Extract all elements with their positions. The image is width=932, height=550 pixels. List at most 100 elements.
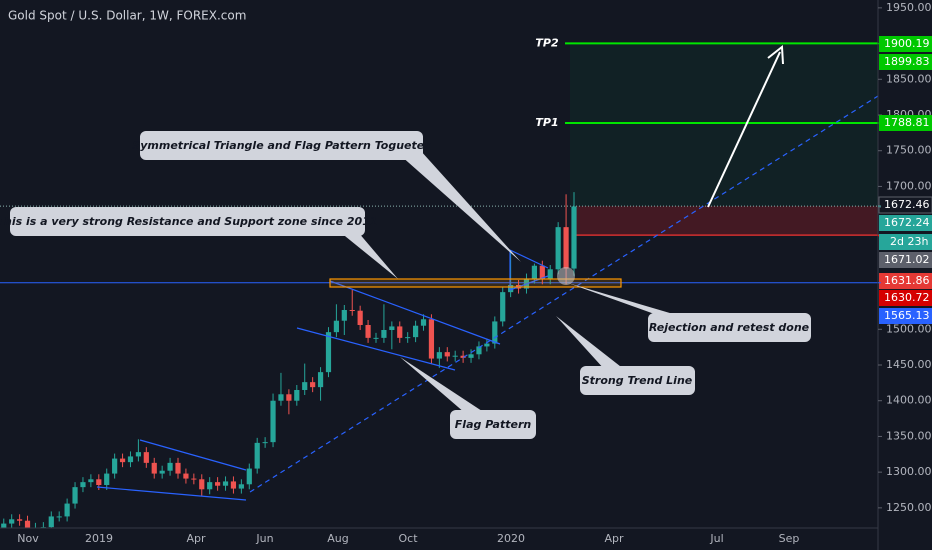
- y-tick-label: 1950.00: [886, 1, 932, 14]
- candle-body: [365, 325, 371, 338]
- callout-text: Rejection and retest done: [649, 321, 810, 334]
- chart-title: Gold Spot / U.S. Dollar, 1W, FOREX.com: [8, 9, 246, 23]
- candle-body: [420, 319, 427, 326]
- flag-line: [329, 280, 501, 345]
- callout: [140, 131, 423, 160]
- x-tick-label: Jun: [255, 532, 273, 545]
- candle-body: [119, 458, 126, 463]
- zones: [0, 42, 878, 284]
- target-label: TP2: [535, 36, 559, 49]
- x-tick-label: Nov: [17, 532, 39, 545]
- candle-body: [349, 310, 355, 311]
- callout-text: Flag Pattern: [455, 418, 532, 431]
- callout: [580, 366, 695, 395]
- candle-body: [389, 326, 395, 330]
- y-tick-label: 1300.00: [886, 465, 932, 478]
- candle-body: [476, 346, 482, 355]
- candle-body: [492, 321, 498, 344]
- price-label: 1630.72: [884, 291, 930, 304]
- price-label: 1900.19: [884, 37, 930, 50]
- x-tick-label: 2019: [85, 532, 113, 545]
- callout: [450, 410, 536, 439]
- candle-body: [199, 479, 205, 490]
- axes: 1250.00 1300.00 1350.00 1400.00 1450.00 1500.…: [17, 1, 932, 545]
- candle-body: [571, 206, 577, 269]
- y-tick-label: 1350.00: [886, 429, 932, 442]
- sr-zone: [329, 278, 622, 288]
- flag-line: [296, 327, 456, 371]
- x-tick-label: Sep: [779, 532, 800, 545]
- candle-body: [317, 372, 324, 388]
- candle-body: [88, 479, 94, 483]
- candle-body: [531, 265, 537, 279]
- price-label: 1788.81: [884, 116, 930, 129]
- candle-body: [357, 310, 363, 325]
- candle-body: [17, 519, 23, 521]
- candle-body: [278, 394, 284, 401]
- pattern-line: [139, 439, 247, 471]
- y-tick-label: 1850.00: [886, 72, 932, 85]
- price-label-bg: [879, 308, 932, 324]
- retest-marker: [557, 267, 575, 285]
- candle-body: [24, 520, 31, 528]
- candle-body: [183, 473, 189, 479]
- countdown-bg: [879, 234, 932, 250]
- candle-body: [72, 487, 78, 504]
- x-tick-label: Apr: [604, 532, 624, 545]
- target-zone: [570, 43, 878, 207]
- price-label: 1672.46: [884, 198, 930, 211]
- candle-body: [96, 479, 102, 485]
- candle-body: [222, 481, 229, 486]
- price-label: 1671.02: [884, 253, 930, 266]
- price-label-bg: [879, 215, 932, 231]
- candle-body: [302, 382, 308, 390]
- countdown: 2d 23h: [890, 235, 928, 248]
- price-label-bg: [879, 36, 932, 52]
- y-tick-label: 1500.00: [886, 322, 932, 335]
- candle-body: [127, 456, 134, 463]
- candle-body: [167, 462, 173, 471]
- candle-body: [405, 337, 411, 339]
- candle-body: [270, 400, 276, 443]
- candle-body: [246, 468, 252, 485]
- candle-body: [294, 390, 300, 401]
- x-tick-label: Aug: [327, 532, 348, 545]
- candle-body: [555, 227, 561, 270]
- x-tick-label: Oct: [398, 532, 418, 545]
- candle-body: [484, 343, 490, 347]
- candle-body: [452, 355, 458, 357]
- price-label-bg: [878, 196, 932, 214]
- pattern-line: [96, 486, 247, 501]
- candle-body: [104, 473, 110, 485]
- callout-pointer: [340, 232, 398, 279]
- price-label-bg: [879, 290, 932, 306]
- price-label-bg: [879, 252, 932, 268]
- target-label: TP1: [535, 116, 558, 129]
- callouts: This is a very strong Resistance and Sup…: [0, 131, 811, 439]
- callout-text: This is a very strong Resistance and Sup…: [0, 215, 378, 228]
- candle-body: [428, 319, 435, 359]
- price-label: 1631.86: [884, 274, 930, 287]
- candle-body: [436, 352, 442, 359]
- candle-body: [373, 337, 379, 339]
- candle-body: [500, 292, 506, 322]
- candle-body: [254, 442, 260, 469]
- y-tick-label: 1750.00: [886, 144, 932, 157]
- callout-pointer: [400, 357, 485, 413]
- candle-body: [341, 310, 347, 321]
- candle-body: [48, 516, 54, 528]
- price-label: 1672.24: [884, 216, 930, 229]
- candles: [1, 192, 577, 528]
- candle-body: [56, 516, 62, 518]
- candle-body: [397, 326, 403, 338]
- candle-body: [230, 481, 237, 489]
- candle-body: [215, 482, 221, 486]
- candle-body: [460, 355, 466, 358]
- y-tick-label: 1700.00: [886, 179, 932, 192]
- candle-body: [135, 452, 141, 457]
- triangle-line: [509, 249, 549, 269]
- candle-body: [238, 484, 244, 489]
- candle-body: [64, 503, 70, 517]
- stop-zone: [575, 206, 878, 236]
